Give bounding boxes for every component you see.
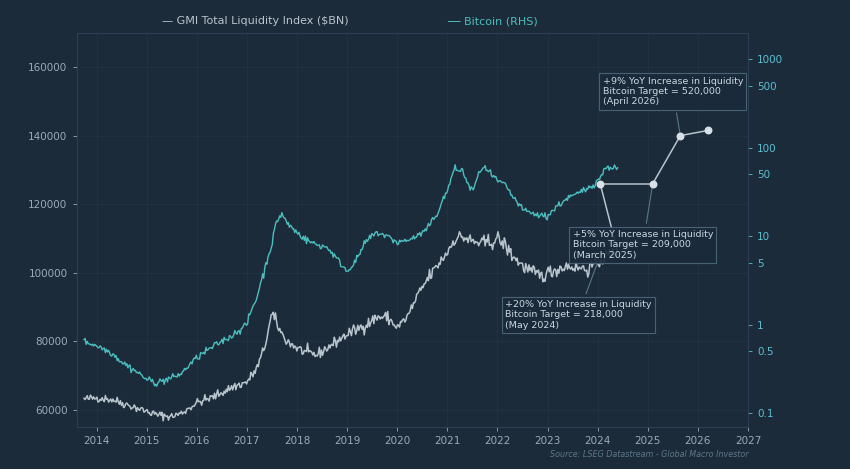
Text: — GMI Total Liquidity Index ($BN): — GMI Total Liquidity Index ($BN) [162, 16, 348, 26]
Text: Source: LSEG Datastream - Global Macro Investor: Source: LSEG Datastream - Global Macro I… [549, 450, 748, 460]
Point [646, 180, 660, 187]
Point [673, 132, 687, 139]
Text: +20% YoY Increase in Liquidity
Bitcoin Target = 218,000
(May 2024): +20% YoY Increase in Liquidity Bitcoin T… [505, 251, 651, 330]
Text: +5% YoY Increase in Liquidity
Bitcoin Target = 209,000
(March 2025): +5% YoY Increase in Liquidity Bitcoin Ta… [573, 186, 713, 260]
Text: +9% YoY Increase in Liquidity
Bitcoin Target = 520,000
(April 2026): +9% YoY Increase in Liquidity Bitcoin Ta… [603, 77, 743, 133]
Point [593, 180, 607, 187]
Point [701, 127, 715, 134]
Text: ── Bitcoin (RHS): ── Bitcoin (RHS) [448, 16, 538, 26]
